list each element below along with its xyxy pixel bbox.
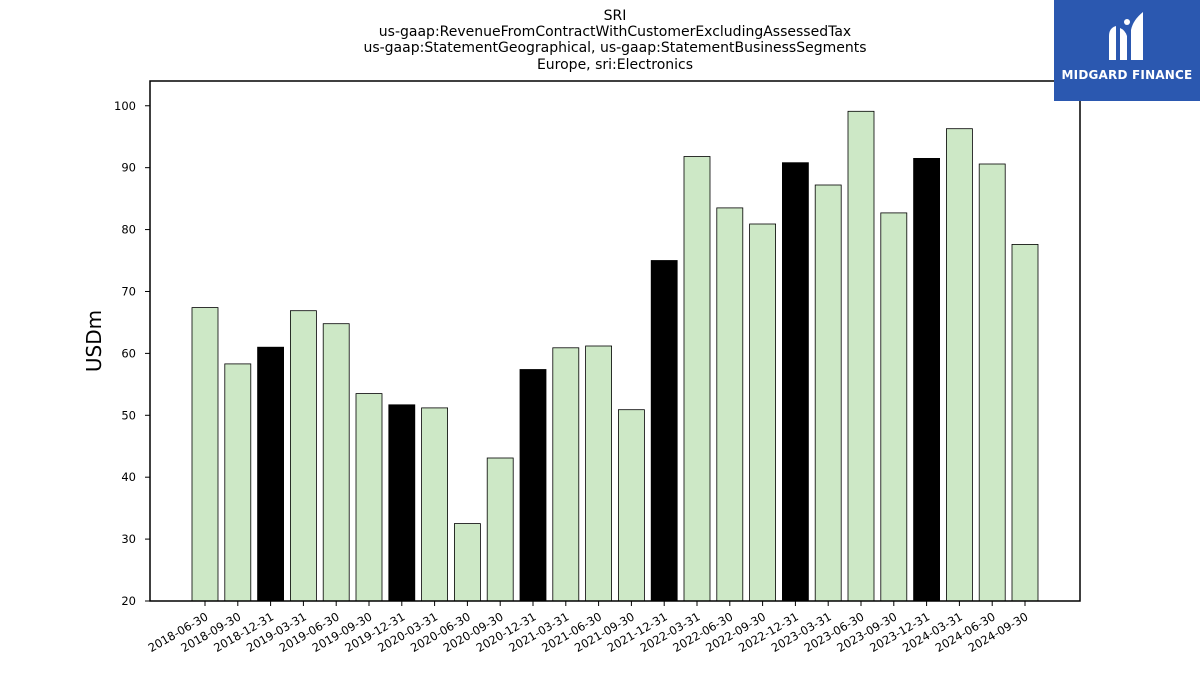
bar-2022-03-31 bbox=[683, 156, 711, 602]
title-line-1: SRI bbox=[604, 8, 627, 24]
bar-2020-03-31 bbox=[421, 407, 449, 602]
bar-2024-09-30 bbox=[1011, 243, 1039, 602]
bar-2018-06-30 bbox=[191, 307, 219, 602]
y-tick-label: 50 bbox=[121, 408, 136, 422]
y-axis-ticks: 20 30 40 50 60 70 80 90 100 bbox=[114, 99, 150, 608]
bar-series bbox=[191, 110, 1039, 602]
logo-mark-icon bbox=[1109, 12, 1143, 60]
bar-2021-09-30 bbox=[618, 409, 645, 602]
y-tick-label: 80 bbox=[121, 223, 136, 237]
bar-2023-12-31 bbox=[913, 157, 940, 602]
chart-title: SRI us-gaap:RevenueFromContractWithCusto… bbox=[363, 8, 866, 73]
bar-2018-09-30 bbox=[224, 363, 252, 602]
title-line-3: us-gaap:StatementGeographical, us-gaap:S… bbox=[363, 40, 866, 56]
bar-2022-06-30 bbox=[716, 207, 744, 602]
y-tick-label: 90 bbox=[121, 161, 136, 175]
title-line-2: us-gaap:RevenueFromContractWithCustomerE… bbox=[379, 24, 851, 40]
y-axis-label: USDm bbox=[82, 310, 106, 372]
logo-text: MIDGARD FINANCE bbox=[1061, 68, 1193, 82]
bar-2018-12-31 bbox=[257, 346, 285, 602]
plot-frame bbox=[149, 80, 1081, 602]
bar-2023-09-30 bbox=[880, 212, 908, 602]
x-axis-ticks: 2018-06-302018-09-302018-12-312019-03-31… bbox=[146, 601, 1031, 655]
bar-2021-12-31 bbox=[650, 260, 678, 602]
y-tick-label: 70 bbox=[121, 284, 136, 298]
bar-2022-09-30 bbox=[749, 223, 776, 602]
title-line-4: Europe, sri:Electronics bbox=[537, 57, 693, 73]
bar-2019-09-30 bbox=[355, 393, 383, 602]
bar-2020-06-30 bbox=[453, 523, 481, 602]
y-tick-label: 100 bbox=[114, 99, 136, 113]
bar-2020-09-30 bbox=[486, 457, 514, 602]
y-tick-label: 30 bbox=[121, 532, 136, 546]
bar-2024-06-30 bbox=[978, 163, 1006, 602]
y-tick-label: 20 bbox=[121, 594, 136, 608]
bar-2021-06-30 bbox=[585, 345, 612, 602]
bar-2023-03-31 bbox=[814, 184, 842, 602]
y-tick-label: 60 bbox=[121, 346, 136, 360]
bar-2022-12-31 bbox=[782, 162, 809, 602]
bar-2021-03-31 bbox=[552, 347, 580, 602]
bar-2019-03-31 bbox=[289, 310, 317, 602]
y-tick-label: 40 bbox=[121, 470, 136, 484]
midgard-finance-logo: MIDGARD FINANCE bbox=[1054, 0, 1200, 101]
bar-2023-06-30 bbox=[847, 110, 875, 602]
bar-2019-12-31 bbox=[388, 404, 416, 602]
bar-2019-06-30 bbox=[322, 323, 350, 602]
bar-2020-12-31 bbox=[519, 369, 547, 602]
bar-2024-03-31 bbox=[946, 128, 973, 602]
